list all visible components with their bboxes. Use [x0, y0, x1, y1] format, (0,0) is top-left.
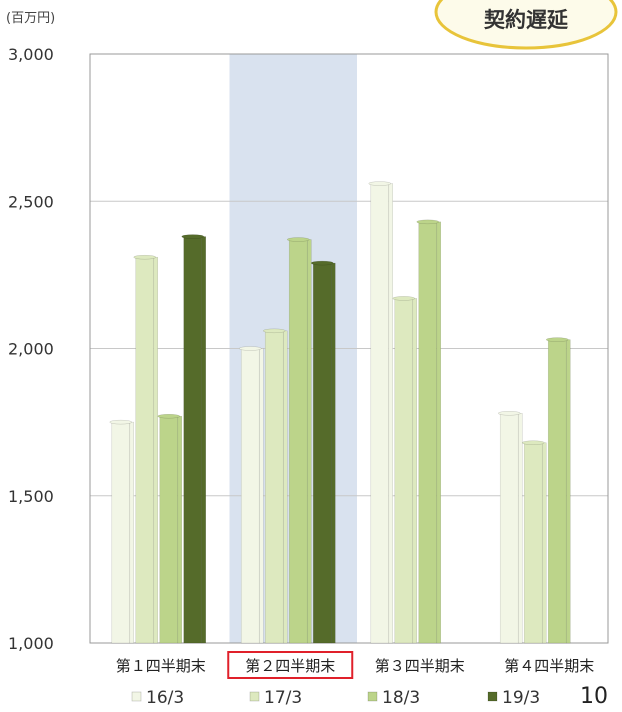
category-label: 第４四半期末: [504, 657, 594, 675]
bar-body: [264, 330, 284, 644]
legend-item: 19/3: [487, 688, 540, 708]
bar-body: [159, 415, 179, 644]
legend-swatch: [249, 691, 260, 702]
bar: [133, 254, 158, 644]
bar: [498, 411, 523, 644]
bar-shade: [259, 348, 264, 644]
bar: [546, 337, 571, 644]
bar-top: [263, 328, 286, 334]
y-tick-label: 2,000: [8, 340, 54, 359]
bar-top: [368, 181, 391, 186]
bar: [239, 346, 264, 644]
bar-shade: [201, 236, 206, 644]
bar: [392, 296, 417, 644]
legend-item: 17/3: [249, 688, 302, 708]
bar-top: [287, 237, 310, 242]
bar-body: [523, 442, 543, 644]
bar-body: [547, 339, 567, 644]
bar-top: [498, 411, 521, 416]
bar-top: [416, 219, 439, 225]
bar-top: [181, 234, 204, 239]
bar-body: [370, 183, 390, 644]
highlighted-category-box: [227, 651, 354, 679]
y-tick-label: 1,000: [8, 634, 54, 653]
legend-label: 16/3: [146, 688, 184, 708]
y-tick-label: 1,500: [8, 487, 54, 506]
bar: [181, 234, 206, 644]
legend-swatch: [487, 691, 498, 702]
bar-body: [499, 412, 519, 644]
category-labels: 第１四半期末 第２四半期末 第３四半期末 第４四半期末: [116, 657, 595, 675]
bar-shade: [388, 183, 393, 644]
bar: [263, 328, 288, 644]
bar-top: [522, 440, 545, 445]
legend-item: 18/3: [367, 688, 420, 708]
legend-item: 16/3: [131, 688, 184, 708]
bar-top: [546, 337, 569, 342]
plot-border: [89, 53, 609, 644]
page-number: 10: [580, 684, 608, 709]
bar-top: [157, 413, 180, 419]
category-label: 第１四半期末: [116, 657, 206, 675]
legend-label: 17/3: [264, 688, 302, 708]
bar: [522, 440, 547, 644]
bar-shade: [518, 413, 523, 644]
bar-top: [109, 419, 132, 425]
callout-bubble: 契約遅延: [434, 0, 618, 50]
bar-top: [239, 346, 262, 351]
bar-top: [133, 254, 156, 260]
bar-shade: [566, 339, 571, 644]
bar-body: [418, 221, 438, 644]
category-label: 第３四半期末: [375, 657, 465, 675]
bar: [416, 219, 441, 644]
bar-shade: [436, 221, 441, 644]
legend-swatch: [367, 691, 378, 702]
bar-shade: [331, 262, 336, 644]
bar-body: [111, 421, 131, 644]
bar-top: [392, 296, 415, 301]
bar-shade: [542, 442, 547, 644]
bar: [368, 181, 393, 644]
bar-shade: [177, 415, 182, 644]
bar-top: [311, 260, 334, 266]
bar: [157, 413, 182, 644]
bars: [109, 181, 571, 644]
callout-text: 契約遅延: [483, 8, 569, 32]
y-axis-unit-label: (百万円): [6, 11, 55, 26]
bar: [287, 237, 312, 644]
bar-body: [135, 256, 155, 644]
bar-shade: [283, 330, 288, 644]
bar: [109, 419, 134, 644]
y-tick-labels: 1,000 1,500 2,000 2,500 3,000: [8, 45, 54, 653]
bar-shade: [307, 239, 312, 644]
plot-frame: [89, 53, 609, 644]
y-tick-label: 3,000: [8, 45, 54, 64]
bar-body: [183, 236, 203, 644]
category-label: 第２四半期末: [245, 657, 335, 675]
legend: 16/3 17/3 18/3 19/3: [131, 688, 540, 708]
bar-shade: [129, 421, 134, 644]
legend-label: 19/3: [502, 688, 540, 708]
bar-shade: [153, 256, 158, 644]
bar-body: [240, 348, 260, 644]
bar: [311, 260, 336, 644]
bar-shade: [412, 298, 417, 644]
legend-label: 18/3: [382, 688, 420, 708]
bar-body: [312, 262, 332, 644]
bar-body: [288, 239, 308, 644]
legend-swatch: [131, 691, 142, 702]
y-tick-label: 2,500: [8, 192, 54, 211]
bar-body: [394, 298, 414, 644]
